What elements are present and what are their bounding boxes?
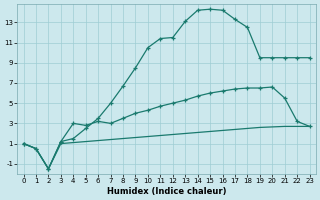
X-axis label: Humidex (Indice chaleur): Humidex (Indice chaleur) <box>107 187 226 196</box>
